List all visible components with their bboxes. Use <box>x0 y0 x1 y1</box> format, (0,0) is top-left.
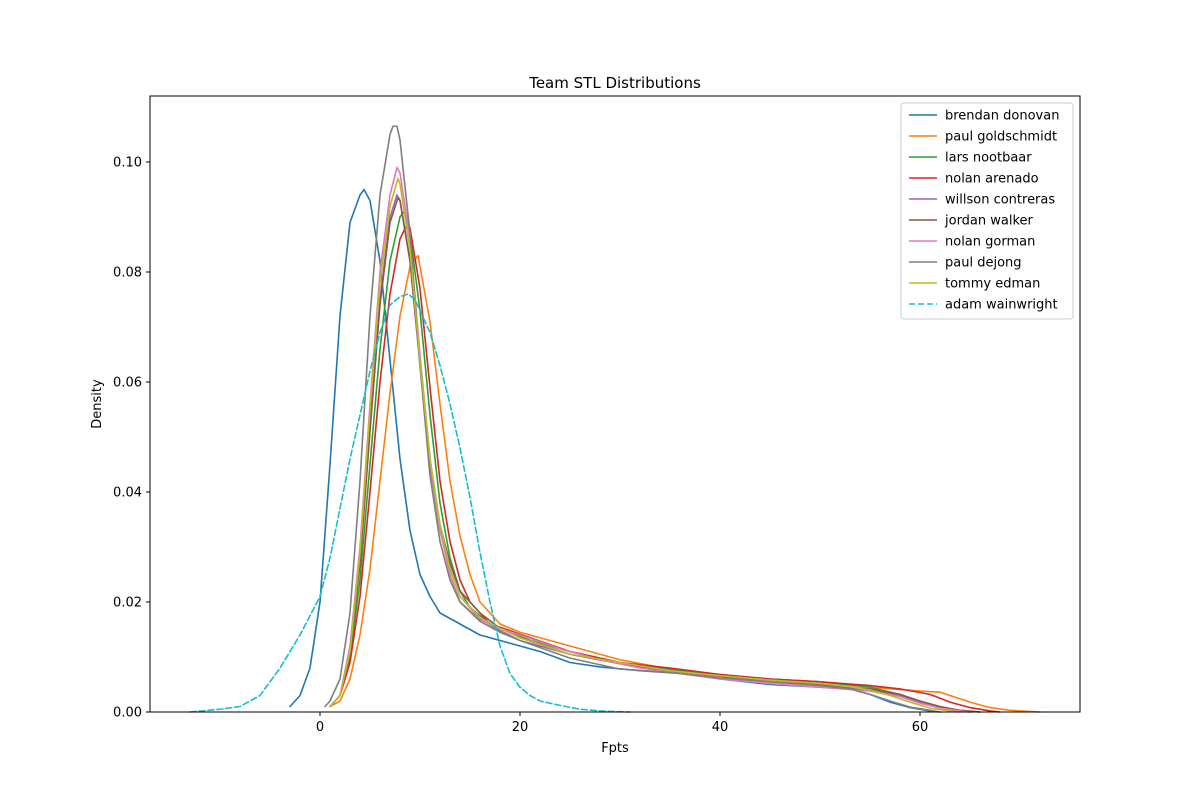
y-tick-label: 0.08 <box>113 266 142 281</box>
series-line-7 <box>324 125 941 713</box>
legend-entry-label: nolan gorman <box>945 235 1035 250</box>
legend-entry-label: paul dejong <box>945 256 1022 271</box>
legend-entry-label: tommy edman <box>945 277 1040 292</box>
legend-entry-label: nolan arenado <box>945 172 1039 187</box>
x-tick-label: 60 <box>912 720 929 735</box>
x-tick-label: 20 <box>512 720 529 735</box>
legend: brendan donovan paul goldschmidt lars noot… <box>900 102 1074 320</box>
legend-entry-label: jordan walker <box>944 214 1034 229</box>
plot-frame <box>149 95 1081 713</box>
legend-entry-label: willson contreras <box>945 193 1055 208</box>
series-line-9 <box>189 293 631 713</box>
series-line-6 <box>329 166 971 713</box>
y-tick-label: 0.02 <box>113 596 142 611</box>
legend-entry-label: brendan donovan <box>945 109 1059 124</box>
series-line-1 <box>329 254 1041 713</box>
y-tick-label: 0.04 <box>113 486 142 501</box>
x-axis-label: Fpts <box>601 741 629 756</box>
chart-title: Team STL Distributions <box>528 74 701 92</box>
legend-entry-label: adam wainwright <box>945 298 1058 313</box>
series-line-5 <box>329 196 981 713</box>
y-tick-label: 0.06 <box>113 376 142 391</box>
y-tick-label: 0.00 <box>113 706 142 721</box>
series-line-8 <box>329 177 961 713</box>
x-axis-ticks: 0 20 40 60 <box>316 712 928 735</box>
y-axis-label: Density <box>90 379 105 429</box>
legend-entry-label: paul goldschmidt <box>945 130 1057 145</box>
x-tick-label: 0 <box>316 720 324 735</box>
series-lines <box>189 125 1041 713</box>
y-axis-ticks: 0.00 0.02 0.04 0.06 0.08 0.10 <box>113 156 150 721</box>
x-tick-label: 40 <box>712 720 729 735</box>
legend-entry-label: lars nootbaar <box>945 151 1032 166</box>
y-tick-label: 0.10 <box>113 156 142 171</box>
legend-box <box>900 102 1074 320</box>
